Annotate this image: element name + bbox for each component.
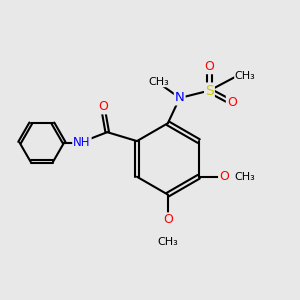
Text: CH₃: CH₃: [234, 172, 255, 182]
Text: S: S: [205, 84, 214, 98]
Text: CH₃: CH₃: [148, 76, 169, 87]
Text: O: O: [227, 96, 237, 109]
Text: O: O: [98, 100, 108, 113]
Text: O: O: [163, 213, 173, 226]
Text: O: O: [219, 170, 229, 183]
Text: O: O: [205, 60, 214, 73]
Text: CH₃: CH₃: [235, 71, 256, 81]
Text: NH: NH: [73, 136, 91, 149]
Text: N: N: [175, 92, 184, 104]
Text: CH₃: CH₃: [158, 237, 178, 247]
